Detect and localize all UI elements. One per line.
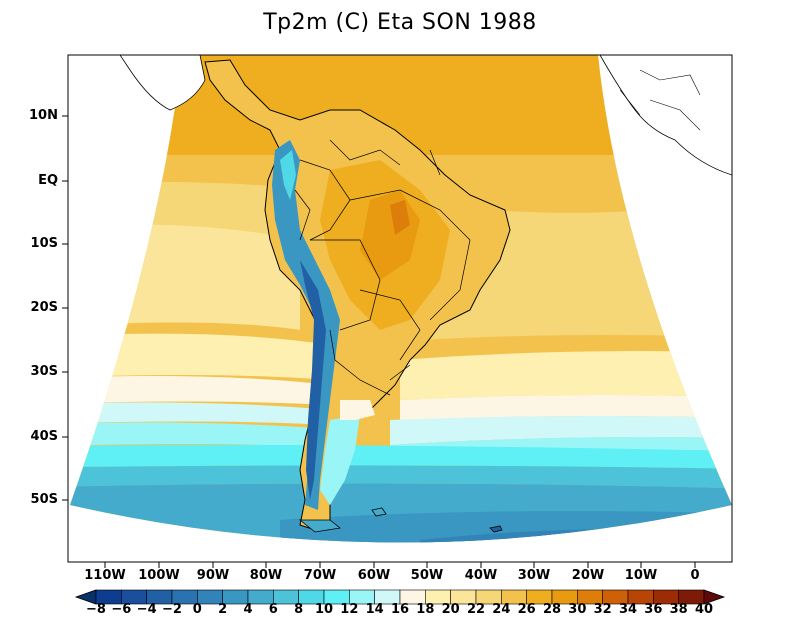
lon-label-40w: 40W <box>464 568 498 583</box>
colorbar-label: 20 <box>441 602 460 617</box>
falkland-islands <box>371 507 387 517</box>
colorbar-label: 34 <box>618 602 638 617</box>
lon-label-0: 0 <box>690 568 700 583</box>
lat-label-30s: 30S <box>30 364 58 379</box>
colorbar-label: 16 <box>390 602 410 617</box>
colorbar-label: −2 <box>162 602 182 617</box>
lon-label-10w: 10W <box>624 568 658 583</box>
africa-outline <box>599 55 732 176</box>
lon-label-30w: 30W <box>517 568 551 583</box>
colorbar <box>74 589 726 605</box>
lon-label-20w: 20W <box>571 568 605 583</box>
lat-label-10s: 10S <box>30 236 58 251</box>
colorbar-label: 22 <box>466 602 486 617</box>
colorbar-label: 28 <box>542 602 562 617</box>
colorbar-label: 26 <box>517 602 536 617</box>
colorbar-label: 38 <box>669 602 688 617</box>
colorbar-label: 32 <box>593 602 612 617</box>
lat-ticks <box>62 115 68 501</box>
andes-cold-strip <box>272 140 340 510</box>
colorbar-label: 18 <box>416 602 435 617</box>
lon-label-90w: 90W <box>196 568 230 583</box>
lon-label-50w: 50W <box>410 568 444 583</box>
colorbar-label: 2 <box>218 602 228 617</box>
lon-label-80w: 80W <box>249 568 283 583</box>
colorbar-label: 0 <box>192 602 202 617</box>
colorbar-label: 10 <box>314 602 334 617</box>
colorbar-label: 12 <box>340 602 359 617</box>
lat-label-eq: EQ <box>38 173 58 188</box>
colorbar-arrow-high <box>703 589 726 605</box>
colorbar-label: −6 <box>111 602 132 617</box>
lon-label-110w: 110W <box>84 568 126 583</box>
colorbar-label: −8 <box>86 602 106 617</box>
colorbar-label: 40 <box>694 602 714 617</box>
colorbar-label: 6 <box>268 602 278 617</box>
lat-label-10n: 10N <box>29 108 58 123</box>
lat-label-50s: 50S <box>30 492 58 507</box>
lon-label-100w: 100W <box>138 568 180 583</box>
north-america-outline <box>119 55 206 111</box>
colorbar-label: 8 <box>294 602 304 617</box>
colorbar-label: 4 <box>243 602 253 617</box>
lon-label-70w: 70W <box>303 568 337 583</box>
lat-label-40s: 40S <box>30 429 58 444</box>
south-georgia <box>489 525 503 533</box>
lat-label-20s: 20S <box>30 300 58 315</box>
map-frame-content <box>70 55 732 543</box>
lon-ticks <box>104 562 696 568</box>
lon-label-60w: 60W <box>357 568 391 583</box>
country-borders <box>294 139 471 396</box>
colorbar-label: 30 <box>568 602 587 617</box>
colorbar-label: 14 <box>365 602 384 617</box>
south-america-land <box>204 59 511 533</box>
map-title: Tp2m (C) Eta SON 1988 <box>263 10 537 35</box>
colorbar-label: 24 <box>492 602 511 617</box>
colorbar-label: 36 <box>644 602 663 617</box>
colorbar-label: −4 <box>136 602 157 617</box>
